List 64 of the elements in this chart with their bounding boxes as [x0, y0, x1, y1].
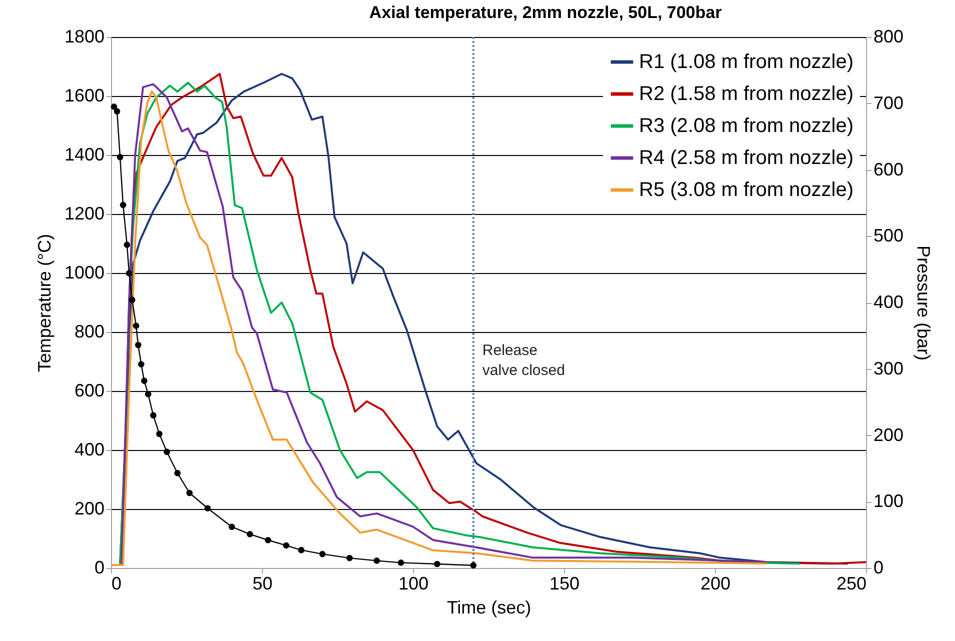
point [374, 558, 380, 564]
point [434, 560, 440, 568]
point [138, 361, 144, 368]
y2-tick-label: 200 [874, 424, 904, 445]
x-tick-label: 50 [252, 574, 273, 594]
y-tick-label: 0 [94, 558, 104, 578]
point [298, 546, 304, 554]
point [120, 202, 126, 208]
legend-label: R3 (2.08 m from nozzle) [639, 115, 854, 137]
y-tick-label: 1800 [64, 26, 104, 46]
y2-tick-label: 800 [874, 26, 904, 46]
point [156, 430, 162, 438]
y2-tick-label: 100 [874, 491, 904, 512]
legend-label: R5 (3.08 m from nozzle) [639, 179, 854, 201]
y-tick-label: 200 [74, 498, 104, 518]
point [124, 242, 130, 248]
y2-tick-label: 300 [874, 358, 904, 378]
x-tick-label: 100 [398, 574, 429, 594]
y2-tick-label: 500 [874, 226, 904, 246]
point [228, 524, 235, 530]
x-tick-label: 250 [836, 574, 866, 594]
y-tick-label: 1600 [64, 86, 104, 106]
x-tick-label: 200 [700, 574, 731, 594]
point [128, 296, 136, 303]
x-tick-label: 150 [549, 574, 580, 594]
point [164, 448, 170, 455]
ref-line-label: Release valve closed [482, 342, 565, 379]
point [186, 490, 193, 496]
point [141, 378, 148, 384]
point [174, 470, 181, 476]
y-tick-label: 800 [74, 322, 104, 342]
point [150, 412, 156, 418]
point [132, 322, 140, 329]
legend-label: R4 (2.58 m from nozzle) [639, 147, 854, 169]
y2-axis-title: Pressure (bar) [914, 245, 934, 361]
point [398, 560, 404, 566]
point [346, 554, 353, 562]
legend-label: R1 (1.08 m from nozzle) [639, 51, 854, 73]
point [246, 530, 254, 538]
y2-tick-label: 700 [874, 92, 904, 113]
y-tick-label: 600 [74, 380, 104, 400]
point [204, 505, 211, 512]
y2-tick-label: 0 [874, 558, 884, 578]
x-axis-title: Time (sec) [446, 598, 532, 618]
y-tick-label: 1000 [64, 262, 104, 282]
point [116, 154, 124, 160]
legend-label: R2 (1.58 m from nozzle) [639, 83, 854, 105]
point [135, 342, 142, 348]
point [110, 104, 118, 110]
y2-tick-label: 600 [874, 159, 904, 180]
y-tick-label: 1200 [64, 204, 104, 224]
point [319, 550, 326, 558]
point [126, 270, 132, 276]
y-tick-label: 1400 [64, 144, 104, 164]
y2-tick-label: 400 [874, 292, 904, 312]
point [264, 536, 272, 544]
point [144, 390, 152, 398]
x-tick-label: 0 [112, 574, 122, 594]
point [114, 108, 120, 114]
point [283, 542, 290, 549]
y-tick-label: 400 [74, 440, 104, 460]
chart-title: Axial temperature, 2mm nozzle, 50L, 700bar [369, 3, 722, 22]
point [470, 562, 477, 568]
y-axis-title: Temperature (°C) [34, 234, 54, 372]
